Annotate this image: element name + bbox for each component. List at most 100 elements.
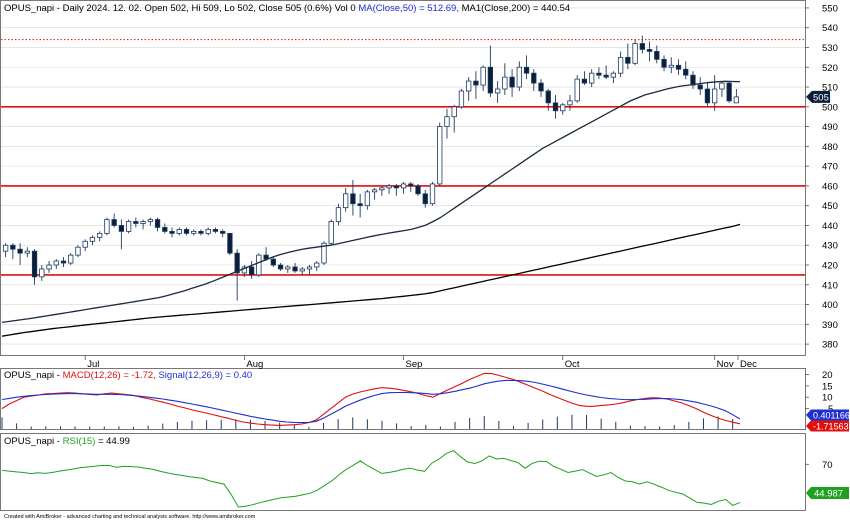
candle-body <box>668 64 674 68</box>
candle <box>437 122 443 186</box>
macd-legend: MACD(12,26) = -1.72, <box>63 370 156 381</box>
candle <box>176 227 182 236</box>
candle <box>719 81 725 97</box>
candle <box>400 181 407 194</box>
candle-body <box>683 68 689 76</box>
candle <box>111 213 117 228</box>
candle-body <box>473 80 479 86</box>
candle-body <box>712 88 718 104</box>
candle-body <box>357 203 363 207</box>
candle-body <box>444 116 450 127</box>
rsi-value-tag <box>806 487 849 499</box>
signal-value-tag-label: 0.401166 <box>813 411 850 421</box>
candle-body <box>89 236 96 242</box>
candle-body <box>111 219 117 226</box>
candle <box>162 223 168 234</box>
candle-body <box>24 250 30 254</box>
candle <box>487 45 494 97</box>
grid-lines <box>1 7 805 345</box>
candle <box>683 61 689 80</box>
rsi-header: OPUS_napi - RSI(15) = 44.99 <box>4 436 130 447</box>
macd-header-prefix: OPUS_napi - <box>4 370 63 381</box>
candle <box>2 243 9 258</box>
candle-body <box>256 254 262 276</box>
candle-body <box>125 221 132 232</box>
candle-body <box>523 66 530 74</box>
candle-body <box>552 102 559 112</box>
price-tick-label: 550 <box>822 3 838 14</box>
rsi-line <box>1 450 741 508</box>
price-tick-label: 520 <box>822 63 838 74</box>
candle-body <box>690 74 696 86</box>
candle-body <box>415 185 421 195</box>
candle <box>299 266 305 275</box>
macd-header: OPUS_napi - MACD(12,26) = -1.72, Signal(… <box>4 370 252 381</box>
candle-body <box>371 189 378 193</box>
rsi-value-tag-label: 44.987 <box>814 489 843 500</box>
candle-body <box>451 106 457 118</box>
candle <box>248 261 255 279</box>
candle <box>646 41 653 62</box>
candles <box>2 35 740 301</box>
candle-body <box>538 82 544 92</box>
candle <box>46 261 52 273</box>
candle <box>306 265 313 275</box>
price-tick-label: 490 <box>822 122 838 133</box>
candle <box>118 219 125 250</box>
candle-body <box>2 244 9 252</box>
candle-body <box>617 56 624 74</box>
ma200-legend: MA1(Close,200) = 440.54 <box>459 3 570 14</box>
candle <box>169 227 175 238</box>
macd-value-tag <box>806 420 849 432</box>
candle <box>610 71 617 84</box>
price-axis: 3803904004104204304404504604704804905005… <box>805 3 838 351</box>
macd-panel-frame <box>0 368 806 430</box>
rsi-tick-label: 70 <box>822 460 833 471</box>
candle-body <box>191 230 197 234</box>
candle <box>552 94 559 119</box>
candle <box>343 187 349 212</box>
candle <box>350 179 356 216</box>
candle <box>328 219 334 246</box>
footer-credit: Created with AmiBroker - advanced charti… <box>4 514 256 520</box>
price-tick-label: 500 <box>822 102 838 113</box>
candle <box>458 89 465 109</box>
candle <box>31 249 38 285</box>
candle <box>393 183 399 196</box>
candle <box>639 35 645 54</box>
date-axis: Jul Aug Sep Oct Nov Dec <box>84 355 757 370</box>
candle-body <box>227 232 233 254</box>
price-tick-label: 480 <box>822 142 838 153</box>
candle-body <box>350 193 356 205</box>
candle-body <box>75 246 81 256</box>
candle <box>75 245 81 258</box>
signal-value-tag <box>806 409 849 421</box>
candle-body <box>400 183 407 189</box>
candle-body <box>589 72 595 84</box>
candle-body <box>183 229 190 234</box>
candle-body <box>603 74 609 78</box>
candle-body <box>147 219 153 222</box>
price-tick-label: 450 <box>822 201 838 212</box>
macd-value-tag-label: -1.715631 <box>813 422 850 432</box>
candle <box>422 189 428 208</box>
candle <box>285 265 291 273</box>
candle <box>17 243 23 266</box>
candle-body <box>53 260 59 266</box>
candle <box>357 193 363 218</box>
current-price-tag <box>806 90 830 103</box>
candle <box>256 253 262 277</box>
price-tick-label: 540 <box>822 23 838 34</box>
candle <box>596 67 602 80</box>
candle-body <box>205 229 211 234</box>
candle <box>82 239 88 252</box>
price-tick-label: 510 <box>822 83 838 94</box>
candle-body <box>248 266 255 276</box>
date-tick-label: Oct <box>565 359 580 370</box>
candle <box>125 219 132 234</box>
candle-body <box>610 72 617 78</box>
candle <box>154 217 161 232</box>
candle <box>191 229 197 236</box>
candle <box>234 249 240 301</box>
candle-body <box>140 221 146 224</box>
